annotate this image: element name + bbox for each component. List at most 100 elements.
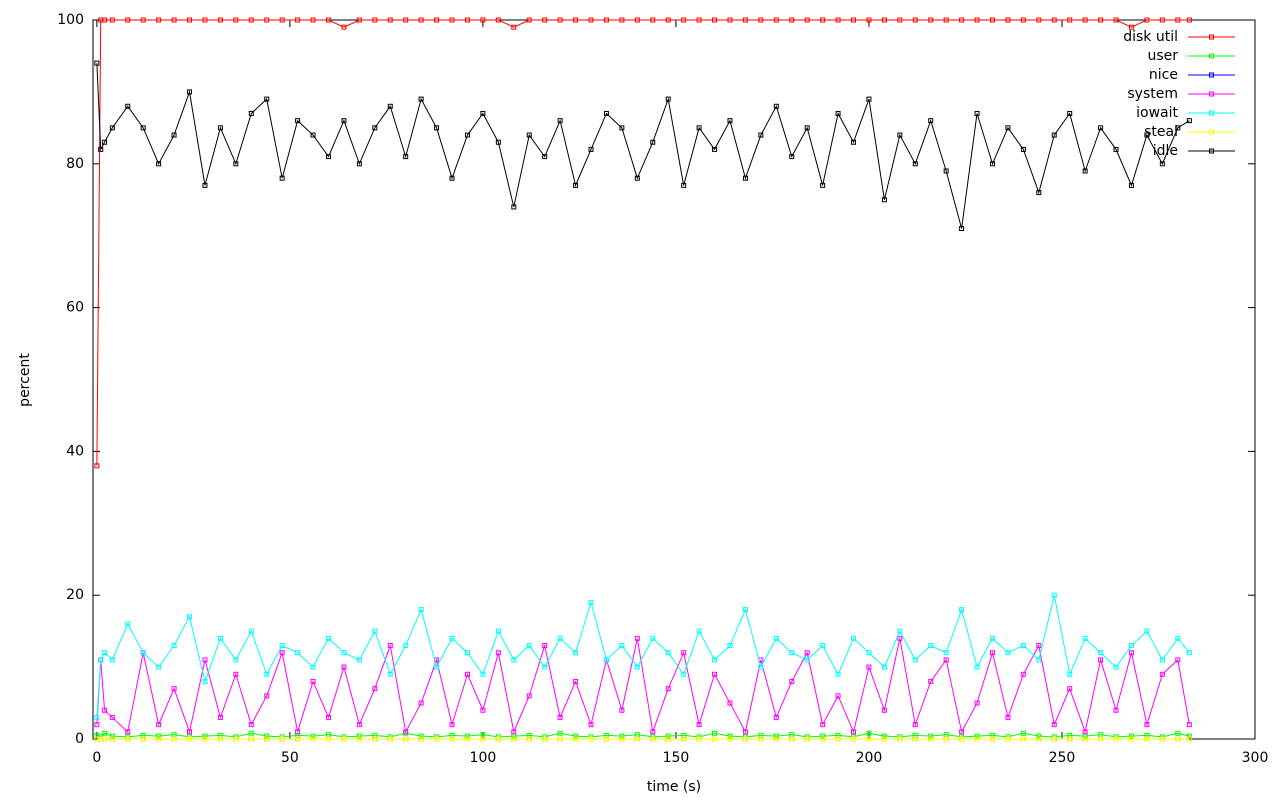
data-point xyxy=(187,89,193,95)
data-point xyxy=(989,736,995,742)
data-point xyxy=(187,729,193,735)
data-point xyxy=(974,733,980,739)
data-point xyxy=(897,17,903,23)
data-point xyxy=(928,733,934,739)
x-tick-label: 300 xyxy=(1242,750,1269,766)
data-point xyxy=(881,736,887,742)
data-point xyxy=(341,650,347,656)
data-point xyxy=(248,628,254,634)
data-point xyxy=(279,736,285,742)
legend-marker xyxy=(1209,72,1214,78)
data-point xyxy=(912,722,918,728)
data-point xyxy=(248,17,254,23)
data-point xyxy=(202,657,208,663)
data-point xyxy=(712,657,718,663)
data-point xyxy=(495,736,501,742)
data-point xyxy=(1020,730,1026,736)
data-point xyxy=(542,154,548,160)
data-point xyxy=(434,17,440,23)
data-point xyxy=(109,736,115,742)
data-point xyxy=(696,628,702,634)
data-point xyxy=(372,17,378,23)
data-point xyxy=(820,643,826,649)
data-point xyxy=(310,132,316,138)
data-point xyxy=(248,110,254,116)
data-point xyxy=(681,17,687,23)
data-point xyxy=(851,139,857,145)
data-point xyxy=(943,736,949,742)
data-point xyxy=(1128,643,1134,649)
data-point xyxy=(140,736,146,742)
data-point xyxy=(742,607,748,613)
data-point xyxy=(109,125,115,131)
data-point xyxy=(125,621,131,627)
data-point xyxy=(804,125,810,131)
data-point xyxy=(588,599,594,605)
data-point xyxy=(881,17,887,23)
data-point xyxy=(356,736,362,742)
data-point xyxy=(1036,190,1042,196)
data-point xyxy=(94,463,100,469)
data-point xyxy=(233,671,239,677)
data-point xyxy=(187,736,193,742)
data-point xyxy=(94,722,100,728)
data-point xyxy=(1159,671,1165,677)
data-point xyxy=(912,657,918,663)
y-tick-label: 0 xyxy=(75,731,84,747)
data-point xyxy=(727,733,733,739)
data-point xyxy=(325,17,331,23)
data-point xyxy=(1098,125,1104,131)
data-point xyxy=(820,722,826,728)
data-point xyxy=(511,204,517,210)
x-tick-label: 200 xyxy=(856,750,883,766)
data-point xyxy=(387,103,393,109)
data-point xyxy=(573,678,579,684)
data-point xyxy=(125,729,131,735)
data-point xyxy=(712,17,718,23)
y-tick-label: 100 xyxy=(57,12,84,28)
data-point xyxy=(758,132,764,138)
data-point xyxy=(1067,110,1073,116)
series-line xyxy=(96,638,1190,734)
data-point xyxy=(202,182,208,188)
legend-label: idle xyxy=(1153,143,1178,159)
data-point xyxy=(897,736,903,742)
data-point xyxy=(102,650,108,656)
data-point xyxy=(928,736,934,742)
data-point xyxy=(248,736,254,742)
data-point xyxy=(681,650,687,656)
data-point xyxy=(325,736,331,742)
y-tick-label: 80 xyxy=(66,156,84,172)
data-point xyxy=(356,722,362,728)
data-point xyxy=(1067,671,1073,677)
data-point xyxy=(1159,161,1165,167)
data-point xyxy=(418,17,424,23)
data-point xyxy=(279,643,285,649)
data-point xyxy=(881,733,887,739)
data-point xyxy=(851,635,857,641)
data-point xyxy=(681,736,687,742)
data-point xyxy=(820,736,826,742)
data-point xyxy=(1186,17,1192,23)
data-point xyxy=(511,24,517,30)
data-point xyxy=(758,664,764,670)
data-point xyxy=(557,714,563,720)
data-point xyxy=(217,736,223,742)
data-point xyxy=(897,132,903,138)
data-point xyxy=(1113,736,1119,742)
data-point xyxy=(1186,650,1192,656)
data-point xyxy=(619,707,625,713)
data-point xyxy=(650,139,656,145)
data-point xyxy=(665,17,671,23)
data-point xyxy=(619,643,625,649)
data-point xyxy=(1051,736,1057,742)
legend-label: steal xyxy=(1144,124,1178,140)
data-point xyxy=(974,664,980,670)
data-point xyxy=(140,650,146,656)
data-point xyxy=(712,736,718,742)
data-point xyxy=(712,671,718,677)
data-point xyxy=(1067,17,1073,23)
data-point xyxy=(156,17,162,23)
data-point xyxy=(773,714,779,720)
